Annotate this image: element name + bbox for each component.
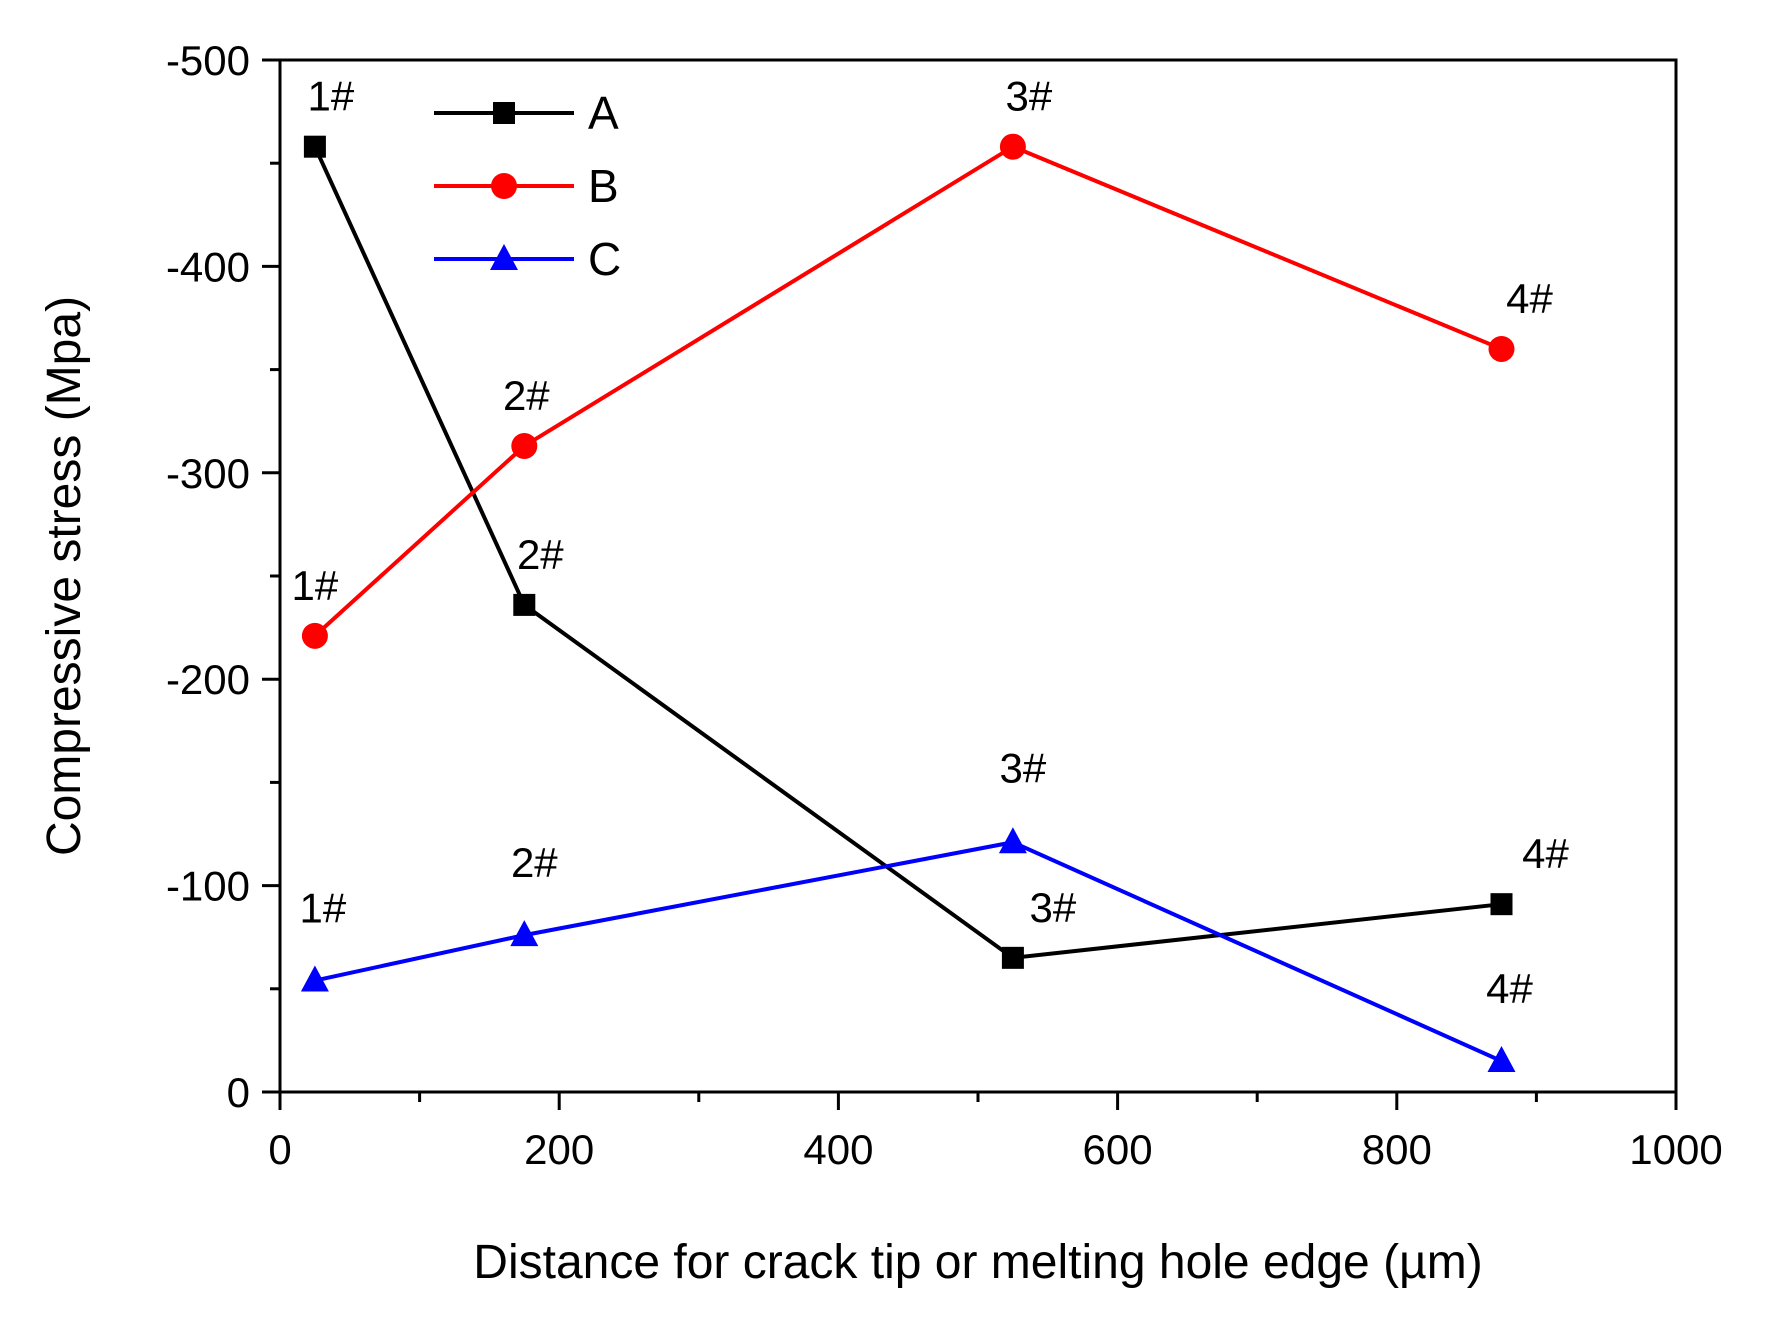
series-b-point bbox=[1488, 335, 1515, 362]
series-a-point bbox=[1001, 946, 1024, 969]
x-tick-label: 200 bbox=[524, 1126, 594, 1173]
series-b-point bbox=[999, 133, 1026, 160]
y-tick-label: -100 bbox=[166, 863, 250, 910]
series-c-point bbox=[1487, 1046, 1516, 1073]
x-axis-title: Distance for crack tip or melting hole e… bbox=[473, 1236, 1482, 1289]
point-label: 2# bbox=[511, 839, 558, 886]
series-c-point bbox=[998, 827, 1027, 854]
point-label: 2# bbox=[503, 372, 550, 419]
legend-label: C bbox=[588, 233, 621, 285]
point-label: 3# bbox=[1006, 73, 1053, 120]
point-label: 1# bbox=[292, 562, 339, 609]
x-tick-label: 400 bbox=[803, 1126, 873, 1173]
legend-marker bbox=[491, 173, 517, 199]
y-tick-label: -300 bbox=[166, 450, 250, 497]
series-c-line bbox=[314, 840, 1503, 1063]
series-a-line bbox=[313, 145, 1502, 960]
legend-item-a: A bbox=[434, 87, 619, 139]
point-label: 4# bbox=[1486, 965, 1533, 1012]
point-label: 3# bbox=[1000, 744, 1047, 791]
x-tick-label: 1000 bbox=[1629, 1126, 1722, 1173]
y-axis-title: Compressive stress (Mpa) bbox=[38, 296, 91, 856]
y-tick-label: -500 bbox=[166, 37, 250, 84]
legend-label: B bbox=[588, 160, 619, 212]
legend-marker bbox=[490, 244, 518, 270]
legend-item-c: C bbox=[434, 233, 621, 285]
point-label: 4# bbox=[1522, 830, 1569, 877]
axis-ticks: 0 200 400 600 800 1000 0 -100 -200 -300 -400 -500 bbox=[166, 37, 1723, 1173]
plot-frame bbox=[278, 58, 1678, 1094]
series-c-point bbox=[300, 965, 329, 992]
series-a-point bbox=[513, 593, 536, 616]
y-tick-label: 0 bbox=[227, 1069, 250, 1116]
x-tick-label: 0 bbox=[268, 1126, 291, 1173]
series-a: 1# 2# 3# 4# bbox=[303, 73, 1569, 969]
legend-marker bbox=[493, 102, 515, 124]
legend: ABC bbox=[434, 87, 621, 285]
series-b: 1# 2# 3# 4# bbox=[292, 73, 1553, 649]
x-tick-label: 600 bbox=[1083, 1126, 1153, 1173]
series-b-line bbox=[313, 144, 1503, 638]
series-c: 1# 2# 3# 4# bbox=[300, 744, 1533, 1073]
series-c-point bbox=[510, 920, 539, 947]
point-label: 1# bbox=[308, 73, 355, 120]
y-tick-label: -400 bbox=[166, 243, 250, 290]
legend-item-b: B bbox=[434, 160, 619, 212]
series-b-point bbox=[301, 622, 328, 649]
x-tick-label: 800 bbox=[1362, 1126, 1432, 1173]
series-a-point bbox=[1490, 893, 1513, 916]
series-b-point bbox=[511, 432, 538, 459]
legend-label: A bbox=[588, 87, 619, 139]
point-label: 3# bbox=[1030, 884, 1077, 931]
point-label: 2# bbox=[517, 531, 564, 578]
point-label: 4# bbox=[1506, 275, 1553, 322]
y-tick-label: -200 bbox=[166, 656, 250, 703]
point-label: 1# bbox=[300, 885, 347, 932]
series-layer: 1# 2# 3# 4# 1# 2# 3# 4# 1# 2# 3# 4# bbox=[292, 73, 1569, 1073]
series-a-point bbox=[303, 135, 326, 158]
